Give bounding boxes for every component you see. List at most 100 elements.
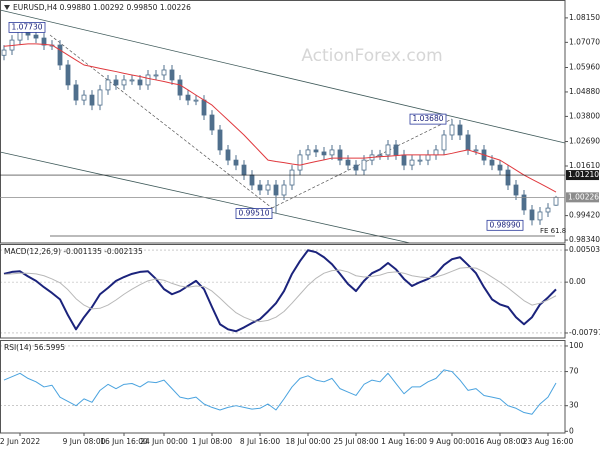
annotation-box	[486, 219, 524, 231]
candle-body	[65, 64, 71, 86]
x-tick-label: 9 Aug 00:00	[429, 437, 475, 446]
candle-body	[473, 149, 479, 152]
candle-body	[257, 184, 263, 191]
candle-body	[385, 144, 391, 156]
candle-body	[545, 207, 551, 213]
y-tick-label: 70	[569, 367, 579, 376]
y-tick-label: 1.05960	[569, 62, 600, 71]
line	[3, 249, 557, 333]
y-tick-label: 0.00	[569, 277, 586, 286]
y-tick-label: 1.03800	[569, 111, 600, 120]
candle-body	[321, 151, 327, 156]
candle-body	[489, 159, 495, 166]
candle-body	[209, 114, 215, 131]
candle-body	[417, 159, 423, 162]
x-tick-label: 1 Jul 08:00	[192, 437, 232, 446]
rsi-panel-frame	[0, 340, 566, 434]
projection-line	[49, 34, 273, 209]
x-tick-label: 23 Aug 16:00	[523, 437, 574, 446]
candle-body	[433, 149, 439, 156]
rsi-title: RSI(14) 56.5995	[4, 343, 65, 352]
annotation-box	[409, 113, 447, 125]
candle-body	[177, 79, 183, 96]
candle-body	[97, 89, 103, 106]
y-tick-label: 100	[569, 341, 584, 350]
y-tick-label: 0.005035	[569, 245, 600, 254]
x-tick-label: 16 Aug 08:00	[475, 437, 526, 446]
candle-body	[425, 154, 431, 161]
candle-body	[465, 134, 471, 151]
candle-body	[329, 149, 335, 156]
price-level-box	[566, 170, 599, 181]
x-tick-label: 2 Jun 2022	[0, 437, 40, 446]
line	[3, 266, 557, 323]
x-tick-label: 24 Jun 00:00	[140, 437, 188, 446]
candle-body	[137, 79, 143, 86]
candle-body	[289, 169, 295, 186]
candle-body	[121, 79, 127, 86]
y-tick-label: 1.01610	[569, 161, 600, 170]
x-tick-label: 8 Jul 16:00	[240, 437, 280, 446]
annotation-label: 1.03680	[412, 114, 443, 123]
candle-body	[145, 74, 151, 86]
candle-body	[161, 69, 167, 76]
x-tick-label: 1 Aug 16:00	[381, 437, 427, 446]
candle-body	[105, 79, 111, 91]
annotation-box	[8, 22, 46, 33]
y-tick-label: 1.02690	[569, 137, 600, 146]
candle-body	[449, 124, 455, 136]
watermark: ActionForex.com	[301, 46, 442, 66]
price-level-box	[566, 192, 599, 203]
y-tick-label: 0.99420	[569, 211, 600, 220]
line	[3, 369, 557, 415]
x-tick-label: 16 Jun 16:00	[100, 437, 148, 446]
annotation-label: 0.99510	[238, 209, 269, 218]
candle-body	[153, 74, 159, 77]
x-tick-label: 25 Jul 08:00	[334, 437, 379, 446]
candle-body	[33, 34, 39, 39]
price-panel-frame	[0, 0, 566, 244]
annotation-label: 1.07730	[11, 22, 42, 31]
annotation-label: 0.98990	[489, 220, 520, 229]
candle-body	[41, 37, 47, 46]
candle-body	[513, 184, 519, 196]
candle-body	[313, 149, 319, 153]
candle-body	[537, 211, 543, 221]
candle-body	[377, 154, 383, 157]
candle-body	[337, 149, 343, 161]
candle-body	[409, 159, 415, 166]
macd-panel-frame	[0, 244, 566, 339]
candle-body	[185, 94, 191, 101]
candle-body	[169, 69, 175, 81]
menu-icon	[4, 5, 10, 10]
x-tick-label: 9 Jun 08:00	[63, 437, 106, 446]
candle-body	[521, 194, 527, 211]
price-level-label: 1.00226	[568, 192, 599, 201]
candle-body	[89, 94, 95, 106]
fe-label: FE 61.8	[540, 227, 566, 235]
y-tick-label: 1.04880	[569, 87, 600, 96]
candle-body	[361, 159, 367, 171]
candle-body	[217, 129, 223, 151]
candle-body	[281, 184, 287, 196]
price-title: EURUSD,H4 0.99880 1.00292 0.99850 1.0022…	[13, 3, 191, 12]
plot-area	[0, 27, 565, 415]
candle-body	[249, 174, 255, 186]
candle-body	[225, 149, 231, 161]
candle-body	[457, 124, 463, 136]
candle-body	[353, 164, 359, 171]
y-tick-label: 30	[569, 401, 579, 410]
candle-body	[345, 159, 351, 166]
candle-body	[113, 79, 119, 86]
y-tick-label: 1.07070	[569, 37, 600, 46]
y-tick-label: -0.007973	[569, 328, 600, 337]
x-tick-label: 18 Jul 00:00	[286, 437, 331, 446]
candle-body	[297, 154, 303, 171]
y-tick-label: 1.08150	[569, 13, 600, 22]
candle-body	[553, 196, 559, 206]
candle-body	[233, 159, 239, 166]
candle-body	[497, 164, 503, 171]
candle-body	[1, 49, 7, 56]
candle-body	[193, 99, 199, 102]
channel-upper	[0, 9, 566, 144]
